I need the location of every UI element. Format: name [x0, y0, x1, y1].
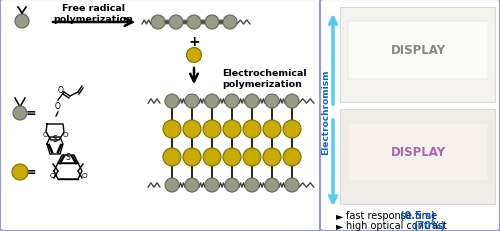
- Circle shape: [12, 164, 28, 180]
- Circle shape: [263, 121, 281, 138]
- Text: =: =: [26, 166, 36, 179]
- Circle shape: [265, 94, 279, 109]
- Text: S: S: [66, 153, 70, 162]
- FancyBboxPatch shape: [320, 0, 500, 231]
- Circle shape: [165, 94, 179, 109]
- Text: high optical contrast: high optical contrast: [346, 220, 450, 230]
- Circle shape: [205, 178, 219, 192]
- FancyBboxPatch shape: [340, 8, 495, 103]
- Text: O: O: [42, 131, 48, 137]
- Circle shape: [225, 178, 239, 192]
- Circle shape: [223, 121, 241, 138]
- Text: =: =: [26, 107, 36, 120]
- Circle shape: [263, 148, 281, 166]
- Text: Electrochemical
polymerization: Electrochemical polymerization: [222, 69, 306, 89]
- FancyBboxPatch shape: [341, 9, 494, 102]
- Circle shape: [163, 121, 181, 138]
- Text: ►: ►: [336, 210, 344, 220]
- Text: O: O: [58, 86, 64, 95]
- Circle shape: [186, 48, 202, 63]
- Circle shape: [243, 148, 261, 166]
- Circle shape: [285, 178, 299, 192]
- Circle shape: [205, 94, 219, 109]
- Circle shape: [245, 178, 259, 192]
- FancyBboxPatch shape: [340, 109, 495, 204]
- FancyBboxPatch shape: [348, 22, 488, 80]
- FancyBboxPatch shape: [348, 123, 488, 181]
- Text: S: S: [52, 135, 58, 144]
- Text: fast response time: fast response time: [346, 210, 440, 220]
- Circle shape: [151, 16, 165, 30]
- Circle shape: [185, 94, 199, 109]
- Circle shape: [183, 148, 201, 166]
- Text: Electrochromism: Electrochromism: [322, 69, 330, 154]
- FancyBboxPatch shape: [0, 0, 322, 231]
- Circle shape: [203, 121, 221, 138]
- FancyBboxPatch shape: [341, 110, 494, 203]
- Circle shape: [163, 148, 181, 166]
- Text: O: O: [55, 102, 61, 111]
- Circle shape: [205, 16, 219, 30]
- Text: (0.5 s): (0.5 s): [400, 210, 436, 220]
- Text: (70%): (70%): [413, 220, 446, 230]
- Circle shape: [169, 16, 183, 30]
- Circle shape: [185, 178, 199, 192]
- Circle shape: [245, 94, 259, 109]
- Circle shape: [225, 94, 239, 109]
- Circle shape: [15, 15, 29, 29]
- Text: +: +: [188, 35, 200, 49]
- Circle shape: [285, 94, 299, 109]
- Circle shape: [183, 121, 201, 138]
- Circle shape: [223, 16, 237, 30]
- Text: O: O: [62, 131, 68, 137]
- Circle shape: [165, 178, 179, 192]
- Text: O: O: [81, 172, 87, 178]
- Circle shape: [283, 121, 301, 138]
- Circle shape: [203, 148, 221, 166]
- Text: DISPLAY: DISPLAY: [390, 146, 446, 159]
- Circle shape: [265, 178, 279, 192]
- Circle shape: [13, 106, 27, 121]
- Circle shape: [187, 16, 201, 30]
- Circle shape: [223, 148, 241, 166]
- Text: Free radical
polymerization: Free radical polymerization: [53, 4, 133, 24]
- Text: O: O: [49, 172, 55, 178]
- Circle shape: [283, 148, 301, 166]
- Text: ►: ►: [336, 220, 344, 230]
- Text: DISPLAY: DISPLAY: [390, 44, 446, 57]
- Circle shape: [243, 121, 261, 138]
